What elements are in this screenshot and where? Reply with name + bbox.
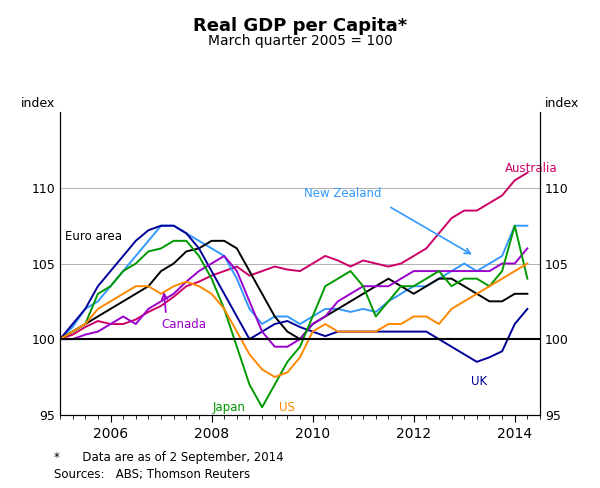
Text: index: index [21,97,55,110]
Text: index: index [545,97,579,110]
Text: New Zealand: New Zealand [304,187,382,200]
Text: Australia: Australia [505,162,557,175]
Text: Japan: Japan [213,401,246,414]
Text: US: US [280,401,295,414]
Text: Euro area: Euro area [65,230,122,243]
Text: Canada: Canada [161,318,206,330]
Text: UK: UK [472,375,487,388]
Text: *      Data are as of 2 September, 2014: * Data are as of 2 September, 2014 [54,451,284,465]
Text: Sources:   ABS; Thomson Reuters: Sources: ABS; Thomson Reuters [54,468,250,482]
Text: March quarter 2005 = 100: March quarter 2005 = 100 [208,34,392,48]
Text: Real GDP per Capita*: Real GDP per Capita* [193,17,407,35]
